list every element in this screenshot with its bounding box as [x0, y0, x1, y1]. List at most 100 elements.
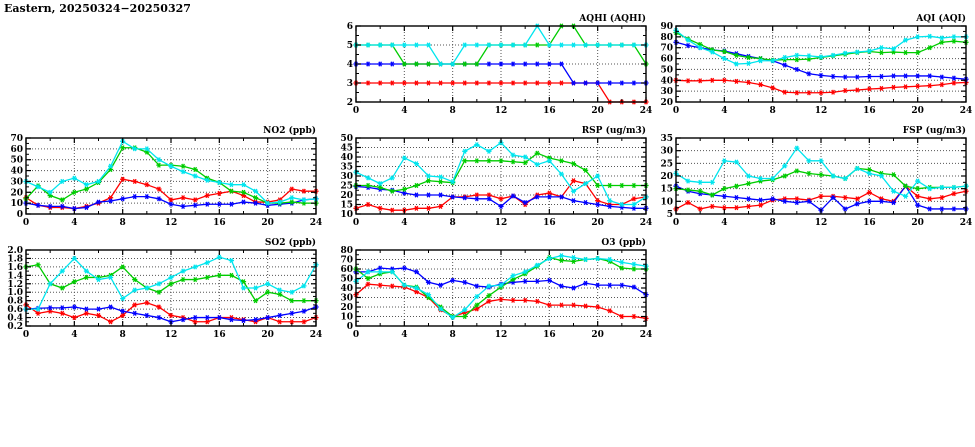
data-point-marker	[866, 198, 872, 204]
data-point-marker	[939, 39, 945, 45]
data-point-marker	[697, 188, 703, 194]
data-point-marker	[607, 282, 613, 288]
x-tick-label: 16	[213, 218, 226, 228]
data-point-marker	[83, 186, 90, 192]
data-point-marker	[168, 197, 174, 203]
data-point-marker	[570, 198, 577, 204]
data-point-marker	[890, 84, 897, 90]
y-tick-label: 50	[340, 275, 353, 285]
data-point-marker	[927, 206, 933, 212]
data-point-marker	[389, 42, 395, 48]
x-tick-label: 12	[495, 106, 508, 116]
data-point-marker	[595, 173, 601, 179]
data-point-marker	[818, 172, 824, 178]
data-point-marker	[301, 298, 307, 304]
data-point-marker	[59, 305, 65, 311]
data-point-marker	[144, 194, 150, 200]
data-point-marker	[401, 155, 407, 161]
data-point-marker	[770, 58, 776, 64]
data-point-marker	[71, 205, 77, 212]
data-point-marker	[607, 80, 613, 86]
data-point-marker	[522, 297, 528, 303]
data-point-marker	[631, 42, 637, 48]
data-point-marker	[425, 42, 432, 48]
chart-title-o3: O3 (ppb)	[601, 237, 646, 248]
data-point-marker	[830, 89, 836, 95]
data-point-marker	[168, 281, 174, 287]
y-tick-label: 0.4	[7, 314, 23, 324]
y-tick-label: 80	[660, 33, 673, 43]
data-point-marker	[365, 61, 371, 67]
data-point-marker	[95, 276, 102, 283]
y-tick-label: 20	[660, 98, 673, 108]
data-point-marker	[878, 198, 885, 204]
y-tick-label: 2.0	[7, 246, 23, 256]
data-point-marker	[794, 145, 800, 151]
data-point-marker	[806, 170, 812, 177]
data-point-marker	[83, 274, 90, 281]
data-point-marker	[927, 196, 933, 202]
data-point-marker	[806, 90, 812, 96]
chart-title-rsp: RSP (ug/m3)	[582, 125, 646, 136]
y-tick-label: 40	[340, 153, 353, 163]
x-tick-label: 0	[673, 218, 679, 228]
x-tick-label: 16	[863, 106, 876, 116]
y-tick-label: 90	[660, 22, 673, 32]
data-point-marker	[168, 163, 174, 169]
data-point-marker	[619, 259, 625, 265]
data-point-marker	[437, 80, 444, 86]
data-point-marker	[156, 314, 162, 321]
data-point-marker	[685, 178, 691, 184]
data-point-marker	[47, 308, 53, 314]
chart-title-aqi: AQI (AQI)	[915, 13, 966, 24]
data-point-marker	[619, 313, 625, 320]
data-point-marker	[180, 203, 186, 209]
data-point-marker	[486, 61, 492, 67]
data-point-marker	[878, 45, 885, 51]
data-point-marker	[607, 198, 613, 204]
data-point-marker	[71, 175, 77, 181]
data-point-marker	[228, 317, 235, 323]
data-point-marker	[757, 202, 764, 208]
data-point-marker	[95, 199, 102, 205]
data-point-marker	[486, 148, 492, 154]
y-tick-label: 5	[667, 210, 673, 220]
data-point-marker	[486, 192, 492, 198]
data-point-marker	[474, 283, 480, 289]
data-point-marker	[450, 194, 456, 200]
data-point-marker	[437, 61, 444, 67]
data-point-marker	[607, 308, 613, 314]
data-point-marker	[265, 200, 271, 206]
chart-title-no2: NO2 (ppb)	[263, 125, 316, 136]
data-point-marker	[156, 304, 162, 310]
data-point-marker	[890, 73, 897, 79]
data-point-marker	[854, 74, 860, 80]
data-point-marker	[582, 303, 589, 309]
data-point-marker	[619, 282, 625, 288]
data-point-marker	[631, 205, 637, 211]
data-point-marker	[546, 277, 552, 283]
y-tick-label: 4	[347, 60, 353, 70]
y-tick-label: 50	[340, 134, 353, 144]
x-tick-label: 0	[23, 218, 29, 228]
data-point-marker	[450, 179, 456, 185]
series-markers-cyan	[353, 23, 649, 67]
series-markers-cyan	[23, 138, 319, 206]
data-point-marker	[570, 255, 577, 261]
series-line-red	[25, 302, 317, 323]
data-point-marker	[289, 199, 295, 205]
data-point-marker	[204, 177, 210, 183]
data-point-marker	[462, 279, 468, 285]
y-tick-label: 0.8	[7, 297, 23, 307]
data-point-marker	[216, 254, 222, 260]
data-point-marker	[510, 273, 516, 279]
data-point-marker	[35, 306, 41, 312]
data-point-marker	[107, 319, 114, 325]
y-tick-label: 10	[340, 210, 353, 220]
data-point-marker	[902, 37, 909, 43]
data-point-marker	[546, 61, 552, 67]
data-point-marker	[721, 205, 727, 211]
data-point-marker	[558, 302, 565, 308]
data-point-marker	[794, 52, 800, 58]
y-tick-label: 1.6	[7, 263, 23, 273]
